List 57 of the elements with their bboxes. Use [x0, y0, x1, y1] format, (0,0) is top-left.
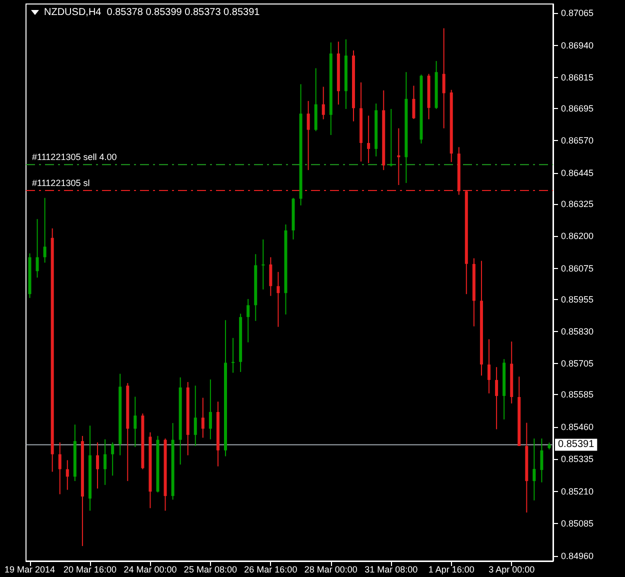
ref-line-label: #111221305 sl — [32, 178, 90, 188]
ref-line-label: #111221305 sell 4.00 — [32, 152, 117, 162]
x-tick-label: 3 Apr 00:00 — [488, 564, 535, 574]
candlestick — [532, 438, 536, 501]
candlestick — [540, 438, 544, 483]
y-tick-label: 0.86445 — [561, 168, 594, 178]
y-tick-label: 0.86325 — [561, 198, 594, 209]
y-tick-label: 0.86570 — [561, 136, 594, 146]
candlestick — [208, 378, 212, 440]
candlestick — [232, 337, 235, 374]
candlestick — [104, 438, 107, 486]
x-tick-label: 31 Mar 08:00 — [364, 564, 418, 574]
y-tick-label: 0.85085 — [561, 518, 594, 529]
candlestick — [367, 115, 370, 164]
candlestick — [495, 366, 498, 430]
x-tick-label: 26 Mar 16:00 — [244, 564, 298, 574]
y-tick-label: 0.85460 — [561, 422, 594, 432]
candlestick — [43, 197, 46, 264]
candlestick — [194, 385, 197, 446]
y-tick-label: 0.85585 — [561, 390, 594, 400]
candlestick — [96, 442, 100, 490]
x-tick-label: 1 Apr 16:00 — [428, 564, 474, 574]
candlestick — [276, 271, 280, 328]
x-tick-label: 20 Mar 16:00 — [63, 564, 117, 574]
candlestick — [390, 108, 393, 167]
x-tick-label: 19 Mar 2014 — [4, 564, 56, 574]
candlestick — [306, 100, 310, 171]
y-tick-label: 0.85210 — [561, 486, 594, 496]
chart-title: NZDUSD,H4 0.85378 0.85399 0.85373 0.85391 — [44, 7, 260, 18]
y-tick-label: 0.86815 — [561, 72, 594, 82]
y-tick-label: 0.86200 — [561, 231, 594, 242]
candlestick — [134, 396, 137, 448]
candlestick — [269, 256, 272, 296]
candlestick — [66, 460, 69, 490]
candlestick — [111, 442, 114, 476]
x-tick-label: 28 Mar 00:00 — [304, 564, 358, 574]
candlestick — [488, 338, 491, 394]
y-tick-label: 0.85335 — [561, 454, 594, 464]
candlestick — [201, 397, 204, 438]
y-tick-label: 0.84960 — [561, 550, 594, 561]
x-tick-label: 24 Mar 00:00 — [124, 564, 177, 574]
y-tick-label: 0.86695 — [561, 103, 594, 114]
candlestick — [412, 85, 416, 120]
y-tick-label: 0.86075 — [561, 263, 594, 274]
candlestick — [262, 238, 265, 290]
y-tick-label: 0.85705 — [561, 358, 594, 369]
x-tick-label: 25 Mar 08:00 — [184, 564, 237, 574]
candlestick — [36, 218, 39, 278]
y-tick-label: 0.85955 — [561, 294, 594, 304]
candlestick — [442, 28, 446, 129]
candlestick — [58, 442, 62, 495]
y-tick-label: 0.87065 — [561, 8, 594, 18]
y-tick-label: 0.85830 — [561, 326, 594, 336]
candlestick — [246, 298, 250, 343]
y-tick-label: 0.86940 — [561, 40, 594, 50]
ref-line-label: 0.85391 — [558, 439, 595, 450]
candlestick — [322, 86, 325, 120]
